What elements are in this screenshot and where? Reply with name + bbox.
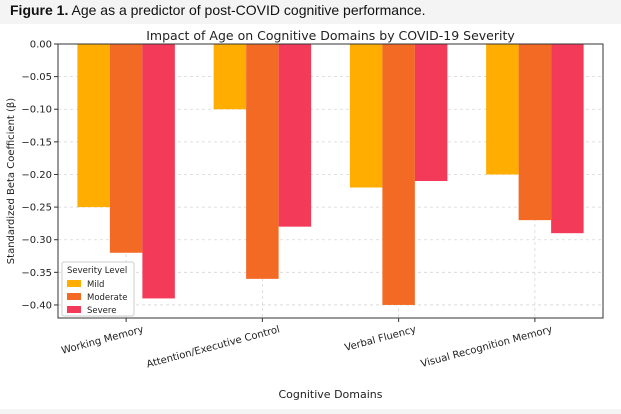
legend-swatch-severe — [67, 306, 81, 313]
y-axis-label: Standardized Beta Coefficient (β) — [6, 98, 17, 265]
bar-mild — [349, 44, 383, 188]
figure-label: Figure 1. — [10, 2, 69, 18]
bar-mild — [213, 44, 247, 110]
chart-container: 0.00 −0.05 −0.10 −0.15 −0.20 −0.25 −0.30 −0.35 −… — [0, 24, 621, 409]
y-tick-label: −0.15 — [21, 137, 52, 148]
figure-caption: Figure 1. Age as a predictor of post-COV… — [10, 2, 426, 18]
legend-swatch-moderate — [67, 293, 81, 300]
figure-caption-text: Age as a predictor of post-COVID cogniti… — [71, 2, 426, 18]
y-tick-label: −0.05 — [21, 72, 52, 83]
y-axis: 0.00 −0.05 −0.10 −0.15 −0.20 −0.25 −0.30 −0.35 −… — [21, 40, 58, 311]
bar-mild — [77, 44, 110, 208]
legend-box — [61, 261, 135, 317]
bar-severe — [278, 44, 312, 227]
bar-moderate — [382, 44, 415, 305]
y-tick-label: −0.25 — [21, 203, 52, 214]
chart-title: Impact of Age on Cognitive Domains by CO… — [146, 28, 515, 43]
bars — [77, 44, 584, 305]
legend-label-mild: Mild — [87, 280, 104, 290]
legend-label-severe: Severe — [87, 306, 116, 316]
bar-severe — [142, 44, 175, 299]
x-axis-label: Cognitive Domains — [279, 388, 383, 401]
plot-frame — [57, 43, 604, 319]
y-tick-label: −0.20 — [21, 170, 52, 181]
bar-chart: 0.00 −0.05 −0.10 −0.15 −0.20 −0.25 −0.30 −0.35 −… — [0, 24, 621, 409]
legend: Severity Level Mild Moderate Severe — [61, 261, 135, 317]
bar-moderate — [246, 44, 279, 279]
bar-moderate — [518, 44, 552, 221]
y-tick-label: −0.10 — [21, 105, 52, 116]
bar-moderate — [109, 44, 143, 253]
y-tick-label: −0.40 — [21, 300, 52, 311]
legend-title: Severity Level — [67, 266, 127, 276]
y-tick-label: −0.30 — [21, 235, 52, 246]
bar-severe — [414, 44, 448, 181]
legend-swatch-mild — [67, 280, 81, 287]
legend-label-moderate: Moderate — [87, 293, 127, 303]
bar-severe — [551, 44, 584, 234]
y-tick-label: 0.00 — [30, 40, 52, 51]
y-tick-label: −0.35 — [21, 268, 52, 279]
bar-mild — [486, 44, 519, 175]
